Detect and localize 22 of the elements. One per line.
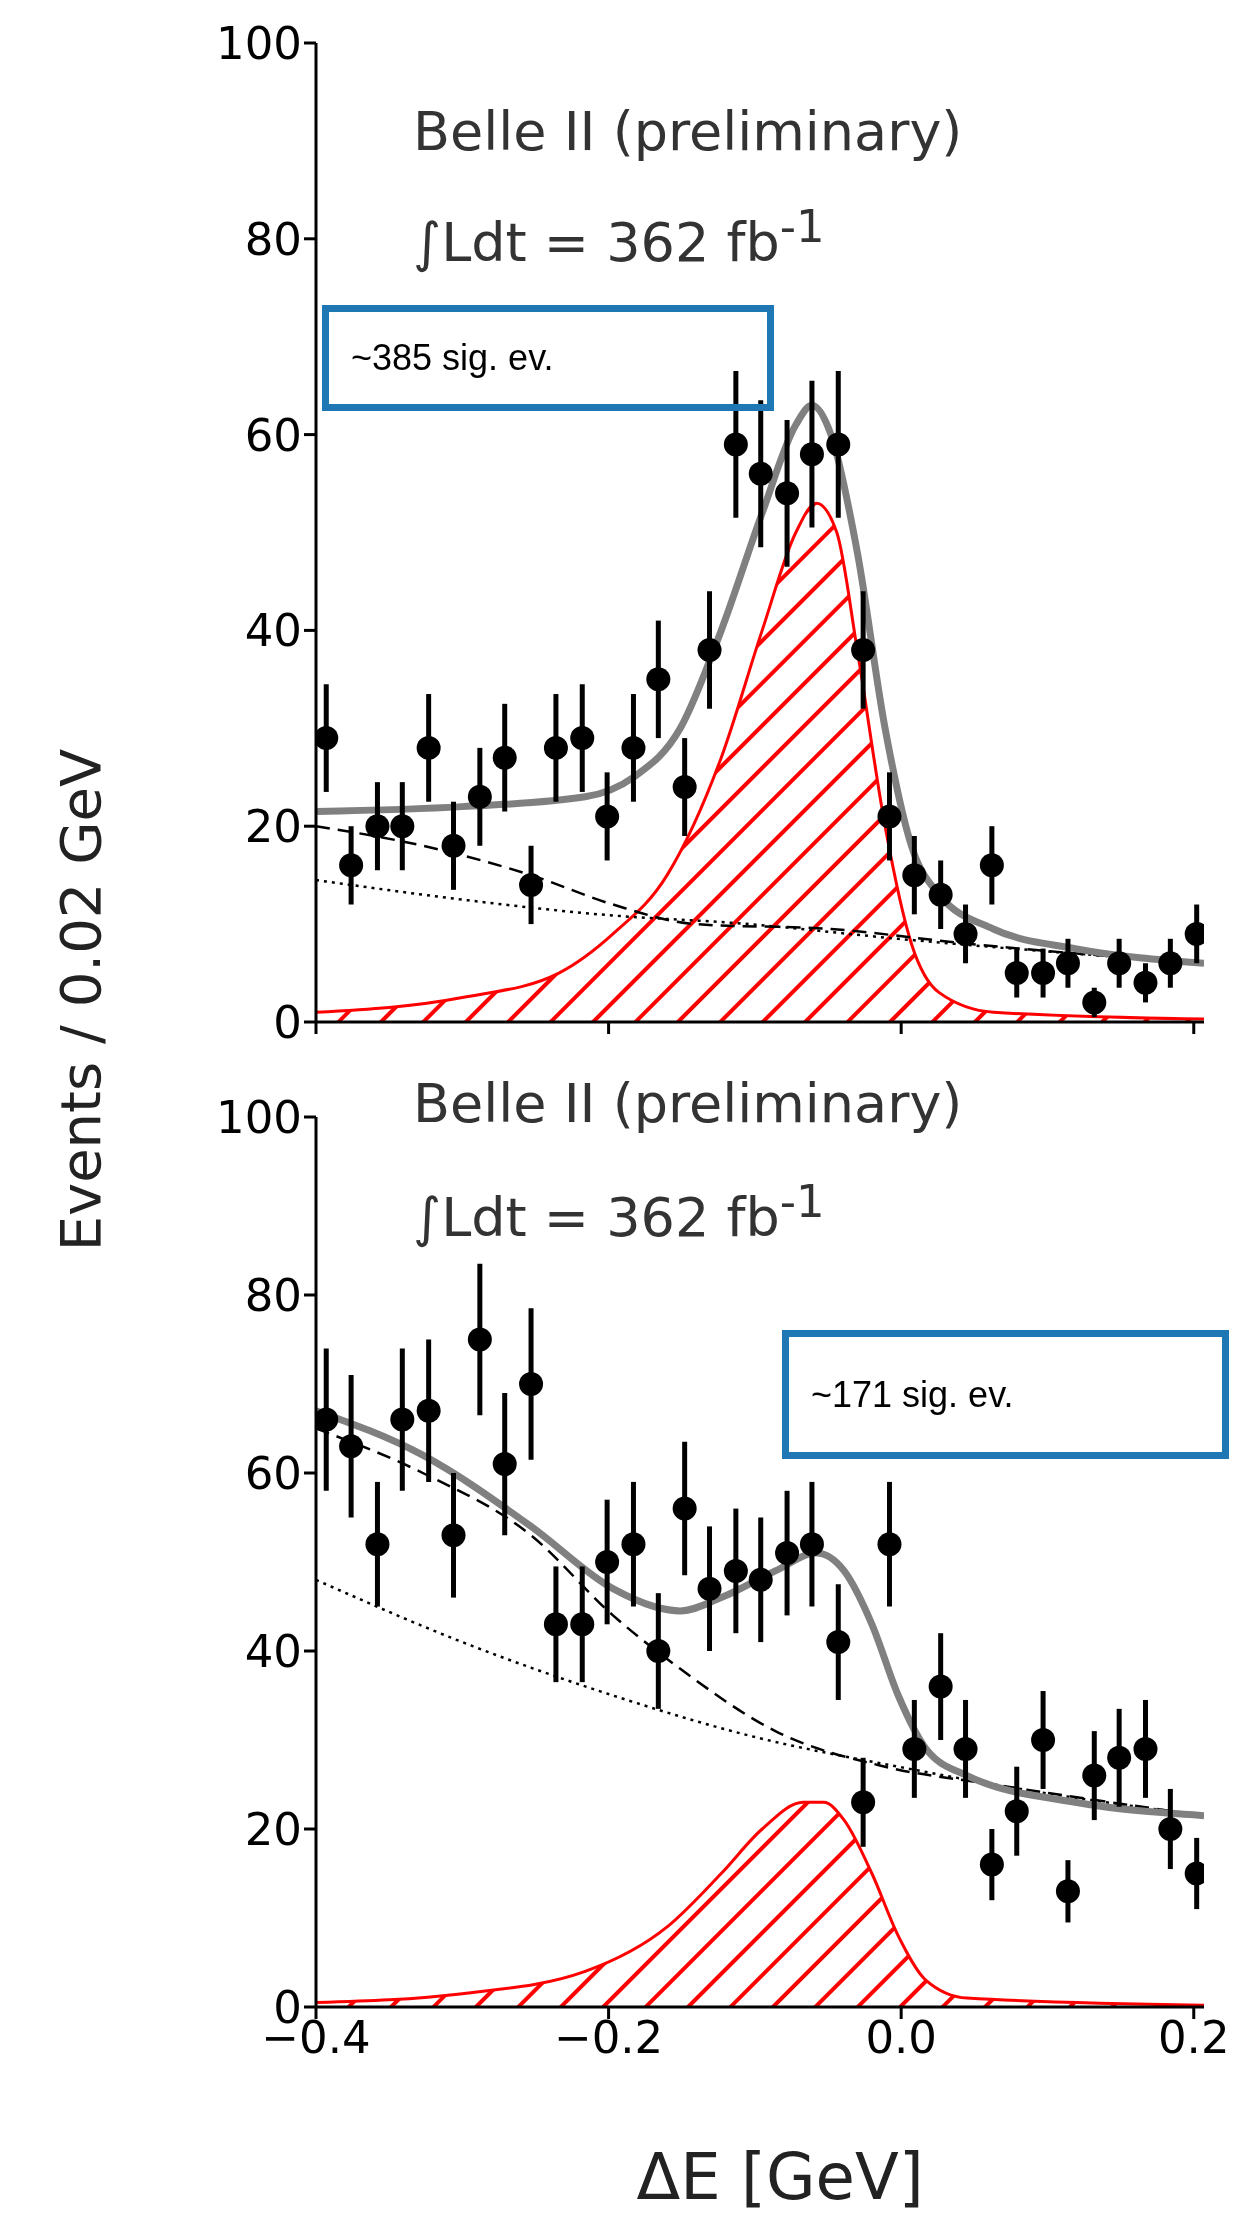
annotation: Belle II (preliminary): [413, 1072, 963, 1135]
y-tick-label: 60: [244, 1446, 302, 1500]
y-tick-label: 20: [244, 1802, 302, 1856]
annotation: Belle II (preliminary): [413, 100, 963, 163]
y-tick-label: 40: [244, 1624, 302, 1678]
y-axis-title: Events / 0.02 GeV: [47, 748, 113, 1252]
y-tick-label: 20: [244, 800, 302, 854]
y-tick-label: 0: [273, 995, 302, 1049]
annotation: ~171 sig. ev.: [782, 1330, 1229, 1459]
y-tick-label: 100: [216, 1090, 302, 1144]
y-tick-label: 60: [244, 408, 302, 462]
y-tick-label: 100: [216, 16, 302, 70]
x-tick-label: 0.0: [865, 2010, 937, 2064]
annotation: ~385 sig. ev.: [322, 305, 774, 411]
annotation: ∫Ldt = 362 fb$^{-1}$: [413, 200, 825, 274]
y-tick-label: 80: [244, 1268, 302, 1322]
x-tick-label: −0.2: [553, 2010, 664, 2064]
x-axis-title: ΔE [GeV]: [636, 2140, 924, 2214]
y-tick-label: 40: [244, 604, 302, 658]
y-tick-label: 80: [244, 212, 302, 266]
annotation: ∫Ldt = 362 fb$^{-1}$: [413, 1175, 825, 1249]
x-tick-label: 0.2: [1157, 2010, 1230, 2064]
